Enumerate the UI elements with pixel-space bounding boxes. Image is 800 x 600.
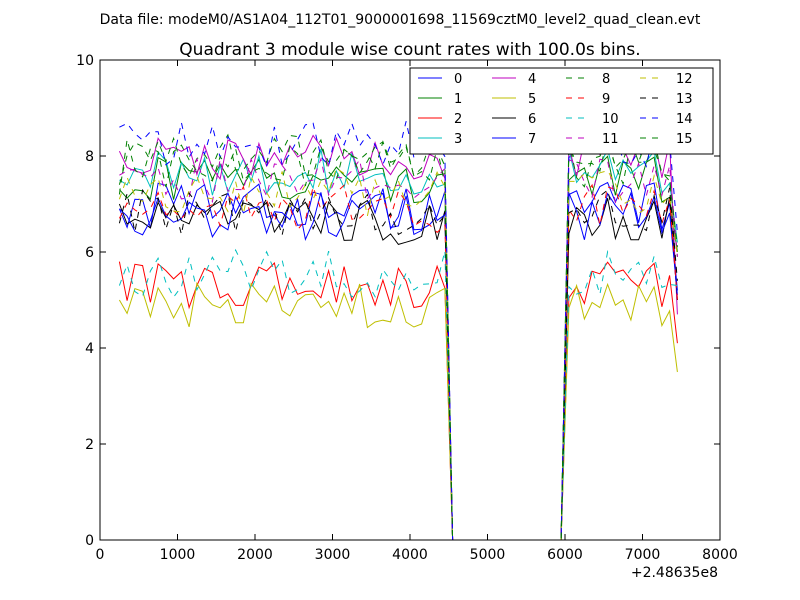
series-line-2 (118, 261, 678, 540)
x-tick-label: 0 (96, 547, 105, 563)
legend-label-1: 1 (454, 92, 462, 107)
series-layer (118, 119, 678, 540)
legend-label-5: 5 (528, 92, 536, 107)
series-line-10 (118, 248, 678, 540)
y-tick-label: 4 (85, 341, 94, 357)
series-line-3 (119, 148, 678, 540)
series-line-1 (119, 155, 678, 540)
series-line-0 (118, 181, 678, 540)
legend-label-7: 7 (528, 132, 536, 147)
legend-label-10: 10 (602, 112, 619, 127)
x-tick-label: 6000 (547, 547, 583, 563)
legend-label-3: 3 (454, 132, 462, 147)
series-line-5 (118, 281, 678, 540)
series-line-7 (119, 191, 678, 540)
x-tick-label: 7000 (625, 547, 661, 563)
x-offset-label: +2.48635e8 (631, 565, 718, 581)
series-line-12 (118, 167, 678, 540)
legend-label-14: 14 (676, 112, 693, 127)
series-line-13 (118, 187, 678, 540)
x-tick-label: 8000 (702, 547, 738, 563)
series-line-6 (118, 197, 678, 540)
legend-label-0: 0 (454, 72, 462, 87)
suptitle: Data file: modeM0/AS1A04_112T01_90000016… (100, 12, 701, 28)
series-line-14 (119, 119, 678, 540)
x-tick-label: 3000 (315, 547, 351, 563)
x-tick-label: 2000 (237, 547, 273, 563)
series-line-11 (119, 157, 678, 540)
series-line-15 (118, 138, 678, 540)
y-tick-label: 2 (85, 437, 94, 453)
x-tick-label: 4000 (392, 547, 428, 563)
y-tick-label: 0 (85, 533, 94, 549)
legend-label-4: 4 (528, 72, 536, 87)
legend-label-15: 15 (676, 132, 693, 147)
legend-label-9: 9 (602, 92, 610, 107)
legend-label-8: 8 (602, 72, 610, 87)
legend-label-2: 2 (454, 112, 462, 127)
y-tick-label: 10 (76, 53, 94, 69)
x-tick-label: 1000 (160, 547, 196, 563)
chart-title: Quadrant 3 module wise count rates with … (179, 40, 640, 60)
y-tick-label: 6 (85, 245, 94, 261)
legend-label-12: 12 (676, 72, 693, 87)
series-line-8 (118, 133, 678, 540)
y-tick-label: 8 (85, 149, 94, 165)
series-line-9 (118, 183, 678, 540)
legend-label-6: 6 (528, 112, 536, 127)
legend-label-11: 11 (602, 132, 619, 147)
legend-frame (409, 67, 714, 155)
x-tick-label: 5000 (470, 547, 506, 563)
legend-label-13: 13 (676, 92, 693, 107)
